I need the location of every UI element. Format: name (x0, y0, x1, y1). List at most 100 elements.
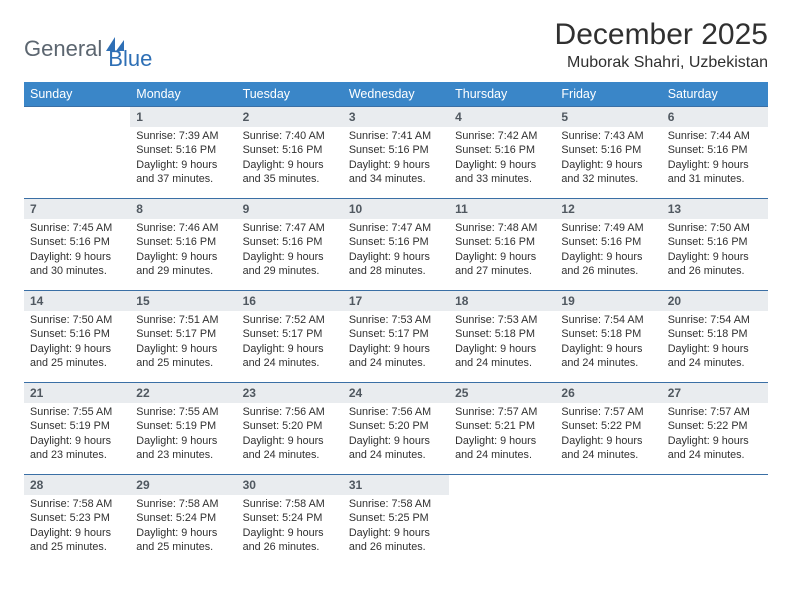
day-number: 23 (237, 383, 343, 403)
day-details: Sunrise: 7:55 AMSunset: 5:19 PMDaylight:… (130, 403, 236, 466)
day-number: 29 (130, 475, 236, 495)
day-details: Sunrise: 7:50 AMSunset: 5:16 PMDaylight:… (662, 219, 768, 282)
calendar-cell: . (555, 475, 661, 567)
day-number: 21 (24, 383, 130, 403)
calendar-cell: 11Sunrise: 7:48 AMSunset: 5:16 PMDayligh… (449, 199, 555, 291)
calendar-row: 14Sunrise: 7:50 AMSunset: 5:16 PMDayligh… (24, 291, 768, 383)
day-number: 25 (449, 383, 555, 403)
day-number: 16 (237, 291, 343, 311)
calendar-cell: 2Sunrise: 7:40 AMSunset: 5:16 PMDaylight… (237, 107, 343, 199)
day-details: Sunrise: 7:39 AMSunset: 5:16 PMDaylight:… (130, 127, 236, 190)
day-details: Sunrise: 7:53 AMSunset: 5:18 PMDaylight:… (449, 311, 555, 374)
day-number: 11 (449, 199, 555, 219)
day-details: Sunrise: 7:41 AMSunset: 5:16 PMDaylight:… (343, 127, 449, 190)
calendar-table: Sunday Monday Tuesday Wednesday Thursday… (24, 82, 768, 567)
calendar-cell: 28Sunrise: 7:58 AMSunset: 5:23 PMDayligh… (24, 475, 130, 567)
calendar-cell: 25Sunrise: 7:57 AMSunset: 5:21 PMDayligh… (449, 383, 555, 475)
calendar-cell: . (449, 475, 555, 567)
day-number: 28 (24, 475, 130, 495)
day-header: Sunday (24, 82, 130, 107)
calendar-row: 21Sunrise: 7:55 AMSunset: 5:19 PMDayligh… (24, 383, 768, 475)
calendar-cell: 6Sunrise: 7:44 AMSunset: 5:16 PMDaylight… (662, 107, 768, 199)
day-number: 14 (24, 291, 130, 311)
day-details: Sunrise: 7:53 AMSunset: 5:17 PMDaylight:… (343, 311, 449, 374)
day-details: Sunrise: 7:43 AMSunset: 5:16 PMDaylight:… (555, 127, 661, 190)
day-details: Sunrise: 7:58 AMSunset: 5:24 PMDaylight:… (130, 495, 236, 558)
calendar-cell: 21Sunrise: 7:55 AMSunset: 5:19 PMDayligh… (24, 383, 130, 475)
day-details: Sunrise: 7:40 AMSunset: 5:16 PMDaylight:… (237, 127, 343, 190)
day-number: 15 (130, 291, 236, 311)
day-details: Sunrise: 7:45 AMSunset: 5:16 PMDaylight:… (24, 219, 130, 282)
calendar-cell: . (662, 475, 768, 567)
day-number: 27 (662, 383, 768, 403)
calendar-row: .1Sunrise: 7:39 AMSunset: 5:16 PMDayligh… (24, 107, 768, 199)
day-number: 30 (237, 475, 343, 495)
day-number: 12 (555, 199, 661, 219)
calendar-cell: 4Sunrise: 7:42 AMSunset: 5:16 PMDaylight… (449, 107, 555, 199)
day-number: 4 (449, 107, 555, 127)
day-header: Wednesday (343, 82, 449, 107)
day-number: 18 (449, 291, 555, 311)
day-details: Sunrise: 7:57 AMSunset: 5:22 PMDaylight:… (555, 403, 661, 466)
title-block: December 2025 Muborak Shahri, Uzbekistan (555, 18, 768, 72)
calendar-cell: 20Sunrise: 7:54 AMSunset: 5:18 PMDayligh… (662, 291, 768, 383)
calendar-cell: 26Sunrise: 7:57 AMSunset: 5:22 PMDayligh… (555, 383, 661, 475)
calendar-cell: 18Sunrise: 7:53 AMSunset: 5:18 PMDayligh… (449, 291, 555, 383)
calendar-cell: 27Sunrise: 7:57 AMSunset: 5:22 PMDayligh… (662, 383, 768, 475)
calendar-cell: 17Sunrise: 7:53 AMSunset: 5:17 PMDayligh… (343, 291, 449, 383)
day-details: Sunrise: 7:56 AMSunset: 5:20 PMDaylight:… (343, 403, 449, 466)
calendar-cell: 15Sunrise: 7:51 AMSunset: 5:17 PMDayligh… (130, 291, 236, 383)
day-details: Sunrise: 7:49 AMSunset: 5:16 PMDaylight:… (555, 219, 661, 282)
calendar-cell: 14Sunrise: 7:50 AMSunset: 5:16 PMDayligh… (24, 291, 130, 383)
day-details: Sunrise: 7:54 AMSunset: 5:18 PMDaylight:… (662, 311, 768, 374)
day-details: Sunrise: 7:44 AMSunset: 5:16 PMDaylight:… (662, 127, 768, 190)
day-details: Sunrise: 7:47 AMSunset: 5:16 PMDaylight:… (237, 219, 343, 282)
day-details: Sunrise: 7:58 AMSunset: 5:25 PMDaylight:… (343, 495, 449, 558)
day-number: 9 (237, 199, 343, 219)
day-details: Sunrise: 7:56 AMSunset: 5:20 PMDaylight:… (237, 403, 343, 466)
calendar-cell: 3Sunrise: 7:41 AMSunset: 5:16 PMDaylight… (343, 107, 449, 199)
calendar-cell: 30Sunrise: 7:58 AMSunset: 5:24 PMDayligh… (237, 475, 343, 567)
day-details: Sunrise: 7:58 AMSunset: 5:23 PMDaylight:… (24, 495, 130, 558)
day-details: Sunrise: 7:47 AMSunset: 5:16 PMDaylight:… (343, 219, 449, 282)
calendar-cell: 7Sunrise: 7:45 AMSunset: 5:16 PMDaylight… (24, 199, 130, 291)
day-details: Sunrise: 7:54 AMSunset: 5:18 PMDaylight:… (555, 311, 661, 374)
day-number: 20 (662, 291, 768, 311)
day-number: 26 (555, 383, 661, 403)
logo-text-blue: Blue (108, 26, 152, 72)
day-details: Sunrise: 7:58 AMSunset: 5:24 PMDaylight:… (237, 495, 343, 558)
day-header-row: Sunday Monday Tuesday Wednesday Thursday… (24, 82, 768, 107)
calendar-cell: 31Sunrise: 7:58 AMSunset: 5:25 PMDayligh… (343, 475, 449, 567)
day-details: Sunrise: 7:51 AMSunset: 5:17 PMDaylight:… (130, 311, 236, 374)
day-number: 5 (555, 107, 661, 127)
calendar-cell: 24Sunrise: 7:56 AMSunset: 5:20 PMDayligh… (343, 383, 449, 475)
calendar-cell: 8Sunrise: 7:46 AMSunset: 5:16 PMDaylight… (130, 199, 236, 291)
calendar-body: .1Sunrise: 7:39 AMSunset: 5:16 PMDayligh… (24, 107, 768, 567)
day-header: Friday (555, 82, 661, 107)
day-number: 24 (343, 383, 449, 403)
day-details: Sunrise: 7:46 AMSunset: 5:16 PMDaylight:… (130, 219, 236, 282)
calendar-cell: 10Sunrise: 7:47 AMSunset: 5:16 PMDayligh… (343, 199, 449, 291)
page-title: December 2025 (555, 18, 768, 52)
calendar-cell: 12Sunrise: 7:49 AMSunset: 5:16 PMDayligh… (555, 199, 661, 291)
day-details: Sunrise: 7:48 AMSunset: 5:16 PMDaylight:… (449, 219, 555, 282)
day-details: Sunrise: 7:42 AMSunset: 5:16 PMDaylight:… (449, 127, 555, 190)
day-details: Sunrise: 7:52 AMSunset: 5:17 PMDaylight:… (237, 311, 343, 374)
day-header: Tuesday (237, 82, 343, 107)
day-header: Monday (130, 82, 236, 107)
day-number: 10 (343, 199, 449, 219)
day-header: Saturday (662, 82, 768, 107)
calendar-cell: 16Sunrise: 7:52 AMSunset: 5:17 PMDayligh… (237, 291, 343, 383)
day-number: 3 (343, 107, 449, 127)
day-number: 13 (662, 199, 768, 219)
logo: General Blue (24, 18, 152, 72)
calendar-cell: 13Sunrise: 7:50 AMSunset: 5:16 PMDayligh… (662, 199, 768, 291)
calendar-cell: . (24, 107, 130, 199)
day-number: 8 (130, 199, 236, 219)
day-details: Sunrise: 7:57 AMSunset: 5:21 PMDaylight:… (449, 403, 555, 466)
day-details: Sunrise: 7:57 AMSunset: 5:22 PMDaylight:… (662, 403, 768, 466)
day-number: 7 (24, 199, 130, 219)
day-number: 22 (130, 383, 236, 403)
calendar-cell: 22Sunrise: 7:55 AMSunset: 5:19 PMDayligh… (130, 383, 236, 475)
day-details: Sunrise: 7:55 AMSunset: 5:19 PMDaylight:… (24, 403, 130, 466)
